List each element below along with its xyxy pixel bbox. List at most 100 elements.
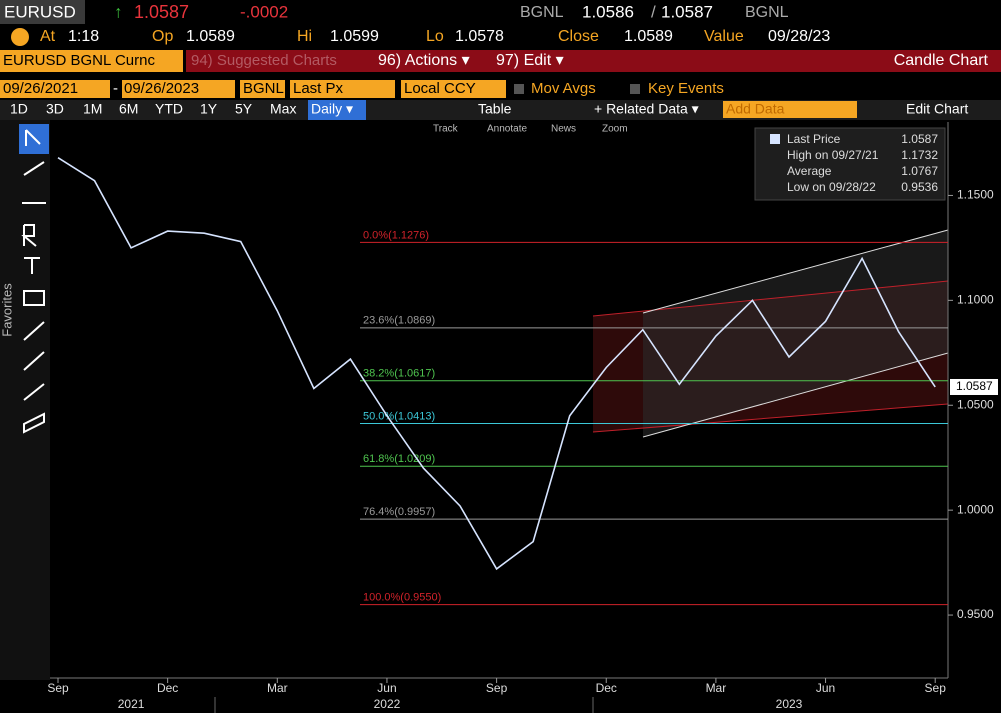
header-close-label: Close [558,28,599,45]
legend-label: Average [787,164,832,178]
header-change: -.0002 [240,2,288,21]
header-ticker: EURUSD [4,2,76,21]
last-price-marker [950,378,998,395]
key-events[interactable]: Key Events [648,80,724,97]
checkbox[interactable] [630,84,640,94]
range-button[interactable]: 1Y [200,101,218,117]
x-tick-label: Mar [267,681,288,695]
currency-box[interactable] [401,80,506,98]
mov-avgs[interactable]: Mov Avgs [531,80,596,97]
fib-label: 100.0%(0.9550) [363,591,441,603]
legend-value: 1.1732 [901,148,938,162]
fib-label: 50.0%(1.0413) [363,410,435,422]
range-button[interactable]: 3D [46,101,64,117]
header-value: 09/28/23 [768,28,830,45]
price-line [57,156,936,571]
r-icon [21,224,37,247]
last-price-label: 1.0587 [956,379,993,393]
header-slash: / [651,2,656,21]
header-at-label: At [40,28,56,45]
header-op: 1.0589 [186,28,235,45]
fib-icon [24,257,40,274]
range-button[interactable]: 5Y [235,101,253,117]
y-tick-label: 1.0500 [957,397,994,411]
tool-icons [21,129,46,434]
year-label: 2021 [118,697,145,711]
period[interactable]: Daily ▾ [311,101,353,117]
range-button[interactable]: 6M [119,101,138,117]
header-lo-label: Lo [426,28,444,45]
y-tick-label: 1.1500 [957,188,994,202]
fib-label: 23.6%(1.0869) [363,315,435,327]
x-tick-label: Dec [157,681,178,695]
rect-icon [23,290,45,306]
pricing[interactable]: BGNL [243,80,284,97]
fib-label: 61.8%(1.0209) [363,453,435,465]
y-tick-label: 1.1000 [957,293,994,307]
date-input[interactable]: 09/26/2023 [124,80,199,97]
field-box[interactable] [290,80,395,98]
end-date-box[interactable] [122,80,235,98]
clock-icon [11,28,29,46]
x-tick-label: Sep [47,681,69,695]
header-bid: 1.0586 [582,2,634,21]
pointer-icon [25,129,41,146]
pen-icon [23,161,45,176]
segment-icon [23,321,45,341]
ray-icon [23,351,45,371]
period-button[interactable] [308,100,366,120]
y-tick-label: 0.9500 [957,607,994,621]
legend-label: Low on 09/28/22 [787,180,876,194]
checkbox[interactable] [514,84,524,94]
menu-item[interactable]: 94) Suggested Charts [191,52,337,69]
header-price: 1.0587 [134,2,189,22]
header-arrow: ↑ [114,2,123,21]
date-input[interactable]: 09/26/2021 [3,80,78,97]
legend-box [754,127,946,201]
channel-fill [643,230,948,437]
legend-swatch [770,134,780,144]
security[interactable]: EURUSD BGNL Curnc [3,52,155,69]
date-separator[interactable]: - [113,80,118,97]
range-button[interactable]: YTD [155,101,183,117]
add-data-input[interactable] [723,101,857,118]
x-tick-label: Sep [486,681,508,695]
channel-icon [23,383,45,401]
security-box[interactable] [0,50,183,72]
menu-item[interactable]: 97) Edit ▾ [496,52,564,69]
chart-tool[interactable]: Track [433,124,459,135]
header-at: 1:18 [68,28,99,45]
table-button[interactable]: Table [478,101,512,117]
channel-line [592,403,949,433]
x-tick-label: Mar [706,681,727,695]
chart-tool[interactable]: Annotate [487,124,527,135]
year-label: 2023 [776,697,803,711]
header-ask: 1.0587 [661,2,713,21]
year-label: 2022 [374,697,401,711]
range-button[interactable]: 1D [10,101,28,117]
chart-tool[interactable]: News [551,124,576,135]
x-tick-label: Jun [377,681,396,695]
ticker-box [0,0,85,24]
fib-label: 76.4%(0.9957) [363,506,435,518]
start-date-box[interactable] [0,80,110,98]
legend-value: 1.0587 [901,132,938,146]
x-tick-label: Sep [925,681,947,695]
range-button[interactable]: 1M [83,101,102,117]
edit-chart[interactable]: Edit Chart [906,101,968,117]
legend-value: 0.9536 [901,180,938,194]
range-button[interactable]: Max [270,101,296,117]
menu-bar [186,50,1001,72]
header-close: 1.0589 [624,28,673,45]
menu-item[interactable]: 96) Actions ▾ [378,52,470,69]
pricing-box[interactable] [240,80,285,98]
field[interactable]: Last Px [293,80,344,97]
related-data[interactable]: + Related Data ▾ [594,101,699,117]
header-lo: 1.0578 [455,28,504,45]
add-data[interactable]: Add Data [726,101,785,117]
chart-tool[interactable]: Zoom [602,124,628,135]
currency[interactable]: Local CCY [404,80,476,97]
chart-kind[interactable]: Candle Chart [894,52,989,69]
legend-value: 1.0767 [901,164,938,178]
